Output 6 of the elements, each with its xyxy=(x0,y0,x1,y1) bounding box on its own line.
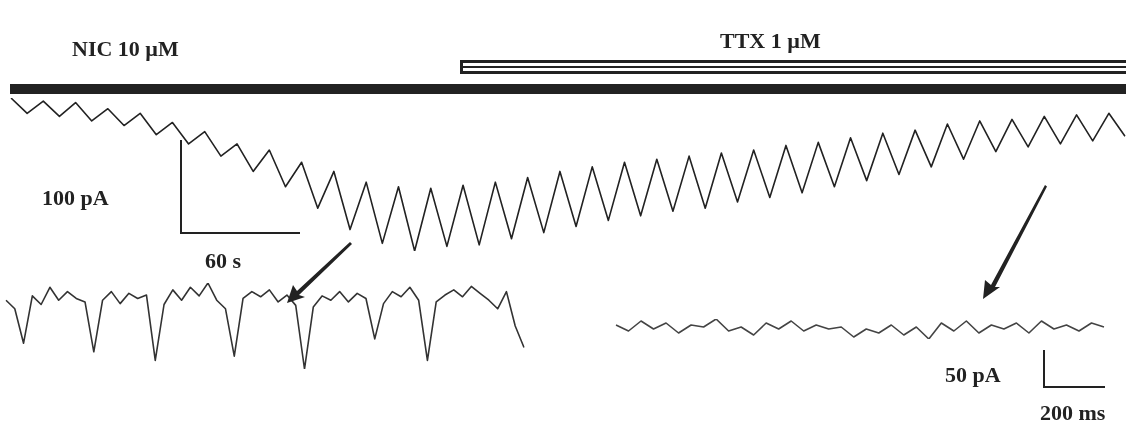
annotation: 100 pA xyxy=(42,185,109,211)
text: 50 pA xyxy=(945,362,1001,388)
text: 200 ms xyxy=(1040,400,1106,426)
text: NIC 10 µM xyxy=(72,36,179,62)
text: TTX 1 µM xyxy=(720,28,821,54)
annotation: 60 s xyxy=(205,248,242,274)
